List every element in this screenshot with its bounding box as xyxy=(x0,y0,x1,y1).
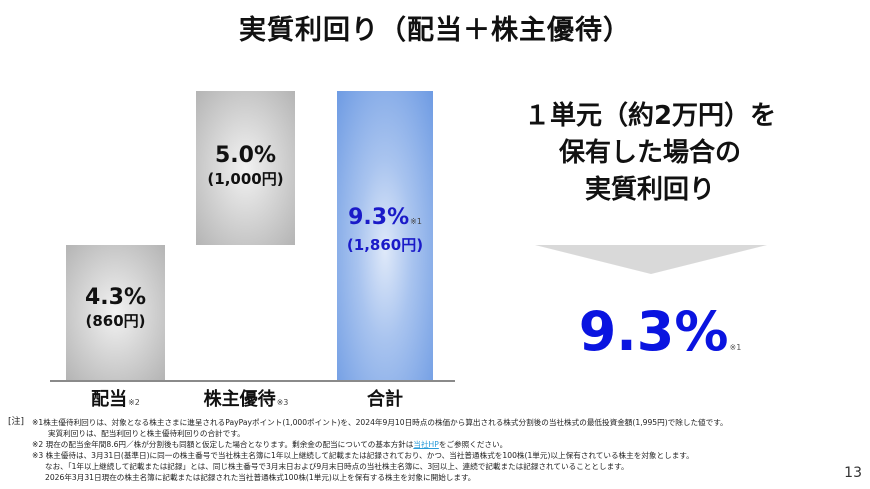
footnotes: [注] ※1株主優待利回りは、対象となる株主さまに進呈されるPayPayポイント… xyxy=(8,417,828,483)
result-yield: 9.3%※1 xyxy=(520,300,800,380)
footnote-2-suffix: をご参照ください。 xyxy=(438,440,508,449)
category-benefit-text: 株主優待 xyxy=(203,389,276,410)
slide-title: 実質利回り（配当＋株主優待） xyxy=(239,15,631,46)
bar-benefit-pct: 5.0% xyxy=(214,143,276,168)
bar-benefit-label: 5.0% (1,000円) xyxy=(196,143,295,189)
bar-dividend-pct: 4.3% xyxy=(84,285,146,310)
footnote-3c: 2026年3月31日現在の株主名簿に記載または記録された当社普通株式100株(1… xyxy=(45,473,476,482)
category-dividend: 配当※2 xyxy=(66,385,165,411)
bar-benefit-yen: (1,000円) xyxy=(207,170,284,188)
bar-benefit: 5.0% (1,000円) xyxy=(196,91,295,245)
bar-total-pct: 9.3%※1 xyxy=(337,205,433,235)
bar-total-label: 9.3%※1 (1,860円) xyxy=(337,205,433,255)
footnote-1a: ※1株主優待利回りは、対象となる株主さまに進呈されるPayPayポイント(1,0… xyxy=(32,418,728,427)
footnote-3b: なお、「1年以上継続して記載または記録」とは、同じ株主番号で3月末日および9月末… xyxy=(45,462,629,471)
footnote-tag: [注] xyxy=(8,417,25,427)
footnote-1b: 実質利回りは、配当利回りと株主優待利回りの合計です。 xyxy=(48,429,245,438)
bar-total-yen: (1,860円) xyxy=(346,236,424,254)
chart-baseline xyxy=(50,380,455,382)
bar-total-pct-note: ※1 xyxy=(410,217,422,226)
category-dividend-note: ※2 xyxy=(128,398,140,407)
headline-line3: 実質利回り xyxy=(584,175,715,205)
category-total-text: 合計 xyxy=(367,389,403,410)
result-yield-value: 9.3% xyxy=(578,300,729,363)
down-arrow-icon xyxy=(535,245,767,274)
headline-line2: 保有した場合の xyxy=(558,138,741,168)
category-benefit: 株主優待※3 xyxy=(186,385,306,411)
category-benefit-note: ※3 xyxy=(276,398,289,407)
company-hp-link[interactable]: 当社HP xyxy=(413,440,439,449)
bar-dividend-label: 4.3% (860円) xyxy=(66,285,165,331)
headline: １単元（約2万円）を 保有した場合の 実質利回り xyxy=(500,98,800,209)
page-number: 13 xyxy=(844,465,862,481)
footnote-2-text: ※2 現在の配当金年間8.6円／株が分割後も同額と仮定した場合となります。剰余金… xyxy=(32,440,414,449)
category-total: 合計 xyxy=(337,385,433,411)
headline-line1: １単元（約2万円）を xyxy=(523,101,777,131)
category-dividend-text: 配当 xyxy=(91,389,128,410)
footnote-3a: ※3 株主優待は、3月31日(基準日)に同一の株主番号で当社株主名簿に1年以上継… xyxy=(32,451,694,460)
bar-dividend: 4.3% (860円) xyxy=(66,245,165,380)
bar-dividend-yen: (860円) xyxy=(85,312,146,330)
bar-total-pct-value: 9.3% xyxy=(348,205,410,230)
bar-total: 9.3%※1 (1,860円) xyxy=(337,91,433,380)
result-yield-note: ※1 xyxy=(729,343,742,352)
footnote-2: ※2 現在の配当金年間8.6円／株が分割後も同額と仮定した場合となります。剰余金… xyxy=(8,439,828,450)
